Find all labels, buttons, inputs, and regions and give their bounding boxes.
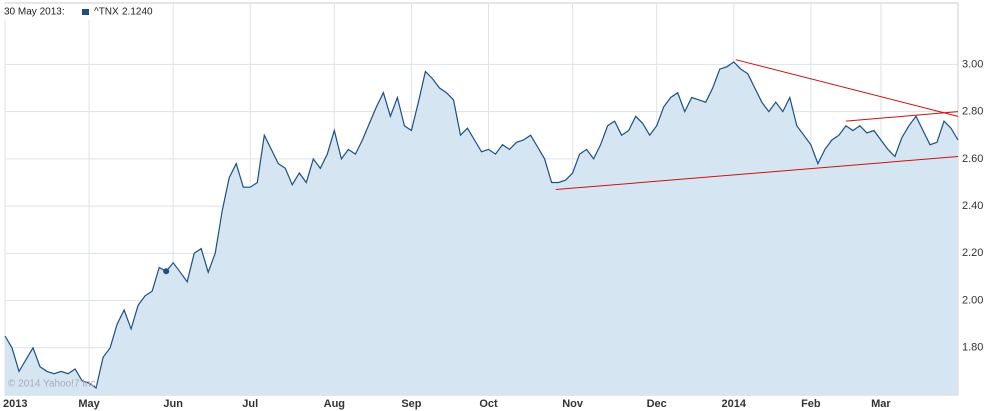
area [5, 62, 958, 395]
x-tick-label: May [78, 398, 100, 410]
trendline [845, 111, 959, 122]
x-tick-label: Jul [242, 398, 258, 410]
y-tick-label: 2.80 [962, 106, 983, 118]
x-tick-label: Sep [401, 398, 421, 410]
y-tick-label: 2.20 [962, 247, 983, 259]
x-tick-label: 2013 [3, 398, 27, 410]
x-tick-label: Jun [163, 398, 183, 410]
x-tick-label: Nov [562, 398, 584, 410]
x-tick-label: 2014 [722, 398, 747, 410]
trendline [735, 59, 959, 117]
x-tick-label: Aug [324, 398, 345, 410]
y-tick-label: 2.00 [962, 294, 983, 306]
x-tick-label: Mar [871, 398, 891, 410]
x-tick-label: Dec [647, 398, 667, 410]
highlight-point [163, 268, 170, 275]
y-tick-label: 3.00 [962, 58, 983, 70]
legend-date: 30 May 2013: [4, 7, 65, 18]
x-tick-label: Oct [479, 398, 498, 410]
watermark: © 2014 Yahoo!7 Inc. [8, 379, 98, 390]
legend-name: ^TNX [94, 7, 119, 18]
x-tick-label: Feb [801, 398, 821, 410]
trendline [555, 155, 959, 191]
legend-swatch [82, 9, 89, 15]
y-tick-label: 2.60 [962, 153, 983, 165]
y-tick-label: 2.40 [962, 200, 983, 212]
plot [4, 59, 959, 395]
y-tick-label: 1.80 [962, 342, 983, 354]
legend-value: 2.1240 [122, 7, 153, 18]
